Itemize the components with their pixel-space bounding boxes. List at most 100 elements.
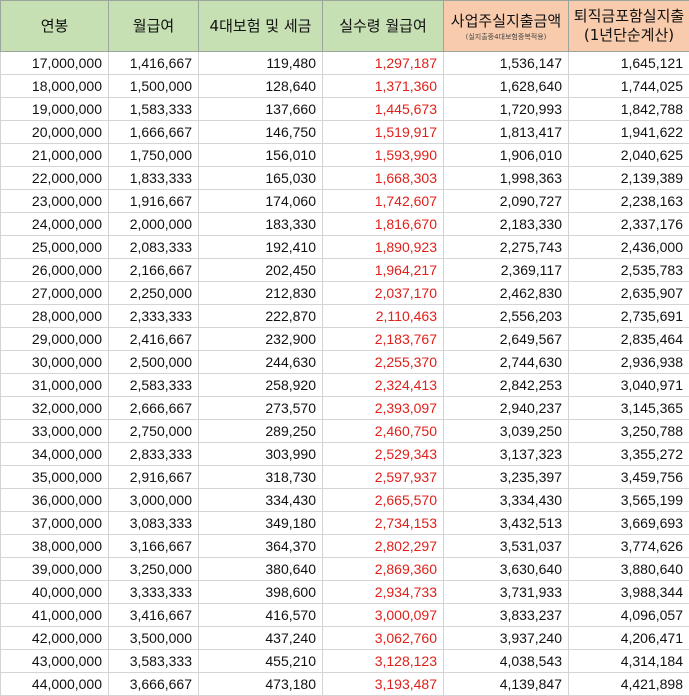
cell-annual-salary[interactable]: 38,000,000 [1,535,109,558]
cell-annual-salary[interactable]: 29,000,000 [1,328,109,351]
cell-net-monthly[interactable]: 3,000,097 [323,604,444,627]
cell-annual-salary[interactable]: 21,000,000 [1,144,109,167]
cell-monthly-salary[interactable]: 2,666,667 [109,397,199,420]
cell-net-monthly[interactable]: 2,393,097 [323,397,444,420]
cell-monthly-salary[interactable]: 3,583,333 [109,650,199,673]
cell-monthly-salary[interactable]: 2,916,667 [109,466,199,489]
cell-net-monthly[interactable]: 2,183,767 [323,328,444,351]
cell-with-severance[interactable]: 4,314,184 [569,650,689,673]
cell-employer-cost[interactable]: 2,940,237 [444,397,569,420]
cell-with-severance[interactable]: 2,337,176 [569,213,689,236]
cell-employer-cost[interactable]: 2,275,743 [444,236,569,259]
cell-with-severance[interactable]: 1,941,622 [569,121,689,144]
cell-with-severance[interactable]: 1,842,788 [569,98,689,121]
cell-with-severance[interactable]: 2,835,464 [569,328,689,351]
cell-monthly-salary[interactable]: 2,583,333 [109,374,199,397]
cell-annual-salary[interactable]: 37,000,000 [1,512,109,535]
cell-annual-salary[interactable]: 23,000,000 [1,190,109,213]
cell-monthly-salary[interactable]: 2,083,333 [109,236,199,259]
cell-with-severance[interactable]: 3,459,756 [569,466,689,489]
cell-monthly-salary[interactable]: 3,666,667 [109,673,199,696]
cell-insurance-tax[interactable]: 244,630 [199,351,323,374]
cell-with-severance[interactable]: 3,774,626 [569,535,689,558]
cell-with-severance[interactable]: 3,669,693 [569,512,689,535]
cell-with-severance[interactable]: 4,206,471 [569,627,689,650]
cell-net-monthly[interactable]: 3,062,760 [323,627,444,650]
cell-insurance-tax[interactable]: 222,870 [199,305,323,328]
cell-with-severance[interactable]: 1,744,025 [569,75,689,98]
cell-monthly-salary[interactable]: 2,000,000 [109,213,199,236]
cell-annual-salary[interactable]: 32,000,000 [1,397,109,420]
cell-employer-cost[interactable]: 2,462,830 [444,282,569,305]
cell-annual-salary[interactable]: 20,000,000 [1,121,109,144]
cell-employer-cost[interactable]: 1,998,363 [444,167,569,190]
cell-net-monthly[interactable]: 1,742,607 [323,190,444,213]
cell-annual-salary[interactable]: 33,000,000 [1,420,109,443]
cell-monthly-salary[interactable]: 1,916,667 [109,190,199,213]
cell-insurance-tax[interactable]: 437,240 [199,627,323,650]
cell-insurance-tax[interactable]: 318,730 [199,466,323,489]
cell-annual-salary[interactable]: 19,000,000 [1,98,109,121]
cell-employer-cost[interactable]: 2,369,117 [444,259,569,282]
cell-monthly-salary[interactable]: 1,416,667 [109,52,199,75]
cell-monthly-salary[interactable]: 1,500,000 [109,75,199,98]
cell-insurance-tax[interactable]: 146,750 [199,121,323,144]
cell-with-severance[interactable]: 3,880,640 [569,558,689,581]
cell-net-monthly[interactable]: 2,460,750 [323,420,444,443]
cell-monthly-salary[interactable]: 1,833,333 [109,167,199,190]
cell-employer-cost[interactable]: 1,813,417 [444,121,569,144]
cell-with-severance[interactable]: 2,040,625 [569,144,689,167]
cell-employer-cost[interactable]: 3,235,397 [444,466,569,489]
cell-employer-cost[interactable]: 3,833,237 [444,604,569,627]
cell-employer-cost[interactable]: 2,649,567 [444,328,569,351]
cell-annual-salary[interactable]: 44,000,000 [1,673,109,696]
cell-insurance-tax[interactable]: 183,330 [199,213,323,236]
cell-insurance-tax[interactable]: 258,920 [199,374,323,397]
cell-annual-salary[interactable]: 27,000,000 [1,282,109,305]
header-with-severance[interactable]: 퇴직금포함실지출 (1년단순계산) [569,1,689,52]
cell-employer-cost[interactable]: 3,137,323 [444,443,569,466]
cell-net-monthly[interactable]: 1,593,990 [323,144,444,167]
cell-monthly-salary[interactable]: 2,833,333 [109,443,199,466]
cell-employer-cost[interactable]: 3,531,037 [444,535,569,558]
cell-monthly-salary[interactable]: 3,000,000 [109,489,199,512]
cell-monthly-salary[interactable]: 3,416,667 [109,604,199,627]
cell-annual-salary[interactable]: 41,000,000 [1,604,109,627]
cell-with-severance[interactable]: 3,040,971 [569,374,689,397]
cell-annual-salary[interactable]: 42,000,000 [1,627,109,650]
cell-annual-salary[interactable]: 24,000,000 [1,213,109,236]
cell-with-severance[interactable]: 3,565,199 [569,489,689,512]
cell-with-severance[interactable]: 1,645,121 [569,52,689,75]
cell-insurance-tax[interactable]: 334,430 [199,489,323,512]
cell-annual-salary[interactable]: 31,000,000 [1,374,109,397]
cell-monthly-salary[interactable]: 2,750,000 [109,420,199,443]
cell-net-monthly[interactable]: 1,816,670 [323,213,444,236]
cell-monthly-salary[interactable]: 3,166,667 [109,535,199,558]
cell-net-monthly[interactable]: 2,037,170 [323,282,444,305]
cell-insurance-tax[interactable]: 473,180 [199,673,323,696]
cell-monthly-salary[interactable]: 2,416,667 [109,328,199,351]
cell-employer-cost[interactable]: 2,744,630 [444,351,569,374]
cell-insurance-tax[interactable]: 174,060 [199,190,323,213]
cell-net-monthly[interactable]: 2,110,463 [323,305,444,328]
cell-net-monthly[interactable]: 1,371,360 [323,75,444,98]
cell-monthly-salary[interactable]: 1,750,000 [109,144,199,167]
cell-net-monthly[interactable]: 2,255,370 [323,351,444,374]
cell-monthly-salary[interactable]: 1,666,667 [109,121,199,144]
cell-insurance-tax[interactable]: 202,450 [199,259,323,282]
cell-with-severance[interactable]: 4,096,057 [569,604,689,627]
cell-insurance-tax[interactable]: 398,600 [199,581,323,604]
cell-with-severance[interactable]: 3,988,344 [569,581,689,604]
header-employer-cost[interactable]: 사업주실지출금액 (실지출중4대보험중복적용) [444,1,569,52]
cell-employer-cost[interactable]: 2,090,727 [444,190,569,213]
cell-annual-salary[interactable]: 28,000,000 [1,305,109,328]
cell-net-monthly[interactable]: 3,128,123 [323,650,444,673]
cell-insurance-tax[interactable]: 232,900 [199,328,323,351]
cell-employer-cost[interactable]: 4,139,847 [444,673,569,696]
cell-employer-cost[interactable]: 1,906,010 [444,144,569,167]
cell-insurance-tax[interactable]: 303,990 [199,443,323,466]
cell-insurance-tax[interactable]: 212,830 [199,282,323,305]
cell-annual-salary[interactable]: 43,000,000 [1,650,109,673]
cell-net-monthly[interactable]: 2,802,297 [323,535,444,558]
cell-insurance-tax[interactable]: 416,570 [199,604,323,627]
